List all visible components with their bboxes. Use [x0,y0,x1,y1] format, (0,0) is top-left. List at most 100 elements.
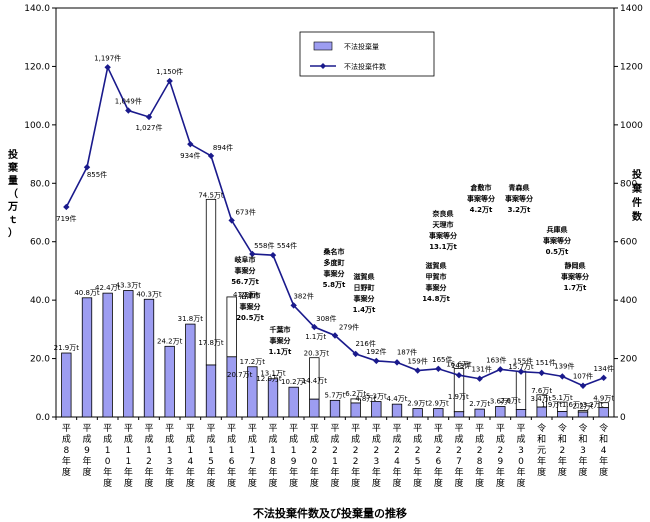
bar-value-label: 5.7万t [325,391,346,399]
annotation-line: 3.2万t [508,206,531,214]
count-point [538,369,545,377]
annotation-line: 1.1万t [269,348,292,356]
count-point [393,359,401,366]
bar [61,352,72,418]
count-value-label: 159件 [407,357,427,366]
count-value-label: 673件 [235,207,255,216]
bar-value-label: 4.4万t [387,395,408,403]
y-right-tick-label: 0 [620,413,626,423]
count-value-label: 143件 [451,361,471,370]
annotation-line: 滋賀県 [354,272,375,281]
count-point [311,323,318,331]
bar [288,386,299,418]
y-left-tick-label: 20.0 [30,355,50,365]
bar-sub-label: 1.6万t [562,401,583,409]
count-point [290,302,297,309]
legend-line-marker [320,63,326,69]
y-left-tick-label: 60.0 [30,238,50,248]
count-value-label: 163件 [486,355,506,364]
bar-segment [453,411,465,418]
x-tick-label: 令和元年度 [537,422,546,478]
bar-sub-label: 1.9万t [541,401,562,409]
bar-sub-label: 20.7万t [227,371,253,379]
bar-value-label: 43.3万t [116,282,142,290]
legend-box [299,31,435,77]
count-value-label: 1,027件 [135,123,162,132]
bar [247,366,258,418]
count-point [125,107,132,114]
x-tick-label: 平成 2 9 年度 [496,423,505,489]
x-tick-label: 平成 1 1 年度 [124,423,133,489]
x-tick-label: 平成 3 0 年度 [516,423,525,489]
bar-value-label: 6.2万t [345,390,366,398]
annotation-line: 天理市 [433,220,454,229]
legend-line-label: 不法投棄件数 [344,62,386,71]
count-value-label: 151件 [535,358,555,367]
annotations: 岐阜市事案分56.7万t沼津市事案分20.5万t千葉市事案分1.1万t桑名市多度… [231,183,589,356]
y-right-tick-label: 1000 [620,121,643,131]
count-point [435,365,442,372]
annotation-line: 14.8万t [422,295,450,303]
bars [61,198,609,418]
y-left-tick-label: 120.0 [24,62,50,72]
count-value-label: 107件 [573,372,593,381]
x-tick-label: 平成 2 6 年度 [434,423,443,489]
annotation-line: 奈良県 [432,209,454,218]
annotation-line: 事案分 [235,266,256,275]
bar-value-label: 4.9万t [593,395,614,403]
count-point [352,350,359,358]
count-point [476,375,483,382]
annotation-line: 青森県 [509,183,530,192]
x-tick-label: 令和 2 年度 [558,422,567,478]
count-point [207,152,215,160]
y-right-tick-label: 400 [620,296,637,306]
y-right-tick-label: 200 [620,355,637,365]
y-right-tick-label: 800 [620,179,637,189]
x-tick-label: 平成 2 0 年度 [310,423,319,489]
count-value-label: 1,197件 [94,53,121,62]
x-tick-label: 平成 1 0 年度 [103,423,112,489]
bar-sub-label: 3.2万t [583,401,604,409]
bar-segment [515,409,527,418]
bar [185,323,196,418]
bar-segment [309,398,320,418]
count-point [269,251,277,259]
bar [123,290,134,418]
count-point [579,382,587,389]
bar-value-label: 13.1万t [260,370,286,378]
annotation-line: 事案等分 [505,194,533,203]
y-right-axis-title: 投棄件数 [631,168,643,223]
bar-segment [226,356,237,418]
annotation-line: 事案分 [240,302,261,311]
x-tick-label: 令和 3 年度 [578,422,587,478]
annotation-line: 事案等分 [429,231,457,240]
count-point [104,64,111,71]
x-tick-label: 平成 1 2 年度 [144,423,153,489]
bar-value-label: 31.8万t [178,315,204,323]
x-tick-label: 平成 2 4 年度 [392,423,401,489]
axes: 0.0 20.0 40.0 60.0 80.0 100.0 120.0 140.0 0 200 40… [7,4,643,489]
bar [143,298,155,418]
chart-title: 不法投棄件数及び投棄量の推移 [253,506,407,520]
x-tick-label: 令和 4 年度 [599,422,608,478]
bar-value-label: 2.2万t [573,403,594,411]
count-value-label: 155件 [513,357,533,366]
count-point [600,374,607,382]
bar [433,408,444,418]
y-right-tick-label: 600 [620,238,637,248]
annotation-line: 事案等分 [561,272,589,281]
x-tick-label: 平成 8 年度 [62,423,71,478]
count-point [414,367,421,374]
legend-bar-swatch [313,41,333,51]
x-tick-label: 平成 1 9 年度 [289,423,298,489]
bar [329,399,341,418]
bar-value-label: 21.9万t [54,344,80,352]
bar-value-label: 24.2万t [157,337,183,345]
count-value-label: 558件 [254,241,274,250]
bar [412,408,423,418]
y-right-tick-label: 1200 [620,62,643,72]
bar-value-label: 2.7万t [469,400,490,408]
bar-value-label: 15.7万t [508,363,534,371]
